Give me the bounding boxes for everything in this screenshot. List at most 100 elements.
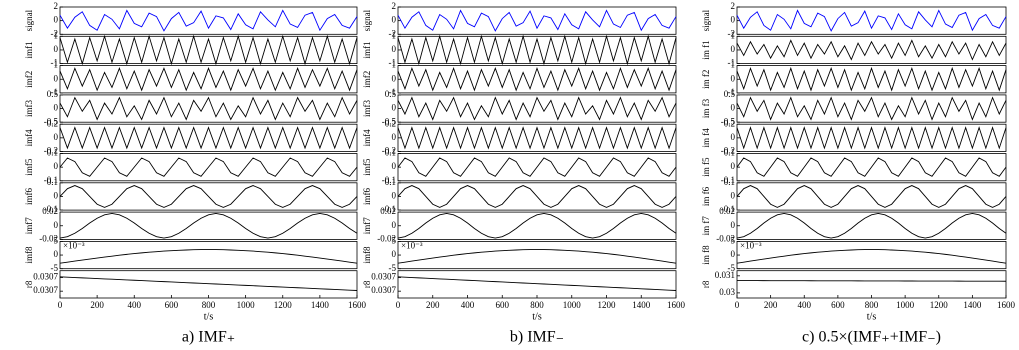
y-tick-label: 0.031 [715,270,735,280]
subplot-frame [397,211,677,240]
x-tick-label: 600 [496,300,510,310]
caption: c) 0.5×(IMF₊+IMF₋) [802,329,941,346]
signal-line [397,157,677,177]
subplot-frame [59,211,358,240]
y-axis-label: imf1 [24,41,34,58]
signal-line [397,34,677,66]
x-tick-label: 1000 [237,300,256,310]
y-tick-label: 0 [54,73,59,83]
y-tick-label: 1 [731,60,736,70]
y-tick-label: -0.1 [44,204,58,214]
y-tick-label: -0.2 [382,146,396,156]
x-tick-label: 0 [58,300,63,310]
subplot-frame [59,270,358,299]
y-tick-label: 0 [731,15,736,25]
subplot-frame [736,35,1007,64]
subplot-frame [59,240,358,270]
y-tick-label: 0 [392,191,397,201]
y-tick-label: -0.5 [721,116,736,126]
scale-label: ×10⁻³ [63,240,85,250]
y-tick-label: 0 [731,132,736,142]
y-tick-label: 0 [54,220,59,230]
scale-label: ×10⁻³ [401,240,423,250]
y-axis-label: imf2 [362,71,372,88]
y-axis-label: signal [362,9,372,31]
caption: a) IMF₊ [182,329,235,346]
x-tick-label: 1200 [598,300,617,310]
y-tick-label: -1 [389,87,397,97]
y-tick-label: -2 [389,28,397,38]
y-tick-label: -1 [728,58,736,68]
y-tick-label: 0 [392,15,397,25]
y-tick-label: 2 [54,1,59,11]
x-tick-label: 800 [865,300,879,310]
y-tick-label: 0 [731,249,736,259]
y-axis-label: imf2 [24,71,34,88]
y-tick-label: -0.5 [44,116,59,126]
y-axis-label: imf5 [24,158,34,175]
x-axis-label: t/s [532,311,542,322]
signal-line [736,249,1007,264]
y-tick-label: 1 [392,30,397,40]
y-axis-label: r8 [701,280,711,288]
subplot-frame [397,6,677,35]
y-tick-label: 0 [731,103,736,113]
signal-line [59,126,358,150]
y-tick-label: 0 [731,161,736,171]
y-tick-label: -2 [51,28,59,38]
signal-line [736,96,1007,121]
y-tick-label: -5 [51,263,59,273]
y-axis-label: r8 [362,280,372,288]
y-tick-label: 0 [731,44,736,54]
y-tick-label: 0 [392,220,397,230]
y-tick-label: 0.0307 [371,272,396,282]
signal-line [736,9,1007,32]
y-tick-label: 0 [392,161,397,171]
y-tick-label: 0.1 [385,177,396,187]
y-axis-label: signal [701,9,711,31]
x-tick-label: 600 [831,300,845,310]
y-axis-label: im f6 [701,186,711,206]
y-tick-label: -1 [728,87,736,97]
signal-line [59,276,358,291]
y-tick-label: 0.02 [42,206,58,216]
signal-line [397,249,677,264]
signal-line [397,66,677,92]
y-tick-label: 0.5 [47,89,59,99]
y-tick-label: 1 [392,60,397,70]
y-tick-label: 0.0307 [371,285,396,295]
y-tick-label: 0 [54,132,59,142]
signal-line [59,157,358,177]
signal-line [59,34,358,66]
y-tick-label: 0 [54,103,59,113]
y-tick-label: -0.1 [721,204,735,214]
signal-line [59,249,358,264]
x-tick-label: 1200 [274,300,293,310]
y-tick-label: -0.02 [716,233,735,243]
signal-line [736,213,1007,239]
y-tick-label: 0 [54,44,59,54]
y-tick-label: 0.02 [719,206,735,216]
signal-line [736,66,1007,92]
y-axis-label: imf6 [24,187,34,204]
x-tick-label: 800 [202,300,216,310]
y-axis-label: im f2 [701,70,711,89]
y-tick-label: 0 [392,44,397,54]
subplot-frame [397,240,677,270]
x-tick-label: 400 [461,300,475,310]
subplot-frame [736,211,1007,240]
y-tick-label: -0.5 [382,116,397,126]
y-tick-label: -2 [728,28,736,38]
signal-line [736,126,1007,150]
subplot-frame [736,94,1007,123]
x-tick-label: 200 [426,300,440,310]
y-tick-label: 0.1 [724,177,735,187]
y-tick-label: 0.1 [385,148,396,158]
x-tick-label: 800 [530,300,544,310]
y-axis-label: imf3 [362,100,372,117]
signal-line [59,67,358,92]
y-tick-label: 0 [392,249,397,259]
x-tick-label: 600 [165,300,179,310]
signal-line [736,39,1007,61]
y-axis-label: imf8 [24,246,34,263]
